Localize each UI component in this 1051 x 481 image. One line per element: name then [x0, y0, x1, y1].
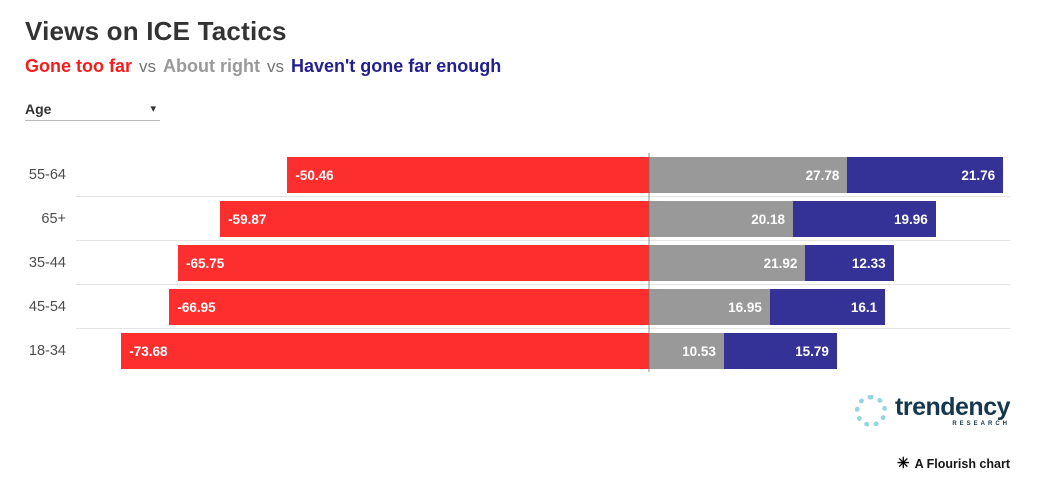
bar-segment-haven-t-gone-far-enough[interactable]: 19.96 — [792, 201, 936, 237]
age-filter-dropdown[interactable]: Age ▾ — [25, 98, 160, 121]
bar-segment-haven-t-gone-far-enough[interactable]: 12.33 — [805, 245, 894, 281]
chart-row: 65+ -59.87 20.18 19.96 — [25, 197, 1010, 241]
value-label: -59.87 — [228, 211, 267, 227]
bar-segment-haven-t-gone-far-enough[interactable]: 21.76 — [847, 157, 1004, 193]
value-label: 16.1 — [850, 299, 878, 315]
legend-separator: vs — [266, 57, 284, 76]
row-plot-area: -66.95 16.95 16.1 — [76, 285, 1010, 329]
legend-subtitle: Gone too far vs About right vs Haven't gone … — [25, 56, 501, 77]
bar-segment-about-right[interactable]: 21.92 — [648, 245, 806, 281]
flourish-star-icon: ✳ — [897, 455, 910, 472]
bar-segment-about-right[interactable]: 10.53 — [648, 333, 724, 369]
value-label: 10.53 — [682, 343, 716, 359]
bar-segment-gone-too-far[interactable]: -65.75 — [177, 245, 649, 281]
chart-row: 55-64 -50.46 27.78 21.76 — [25, 153, 1010, 197]
value-label: 27.78 — [805, 167, 840, 183]
row-plot-area: -59.87 20.18 19.96 — [76, 197, 1010, 241]
age-filter-label: Age — [25, 101, 52, 117]
legend-about-right: About right — [163, 56, 260, 76]
value-label: -50.46 — [295, 167, 334, 183]
value-label: 19.96 — [894, 211, 928, 227]
bar-segment-about-right[interactable]: 27.78 — [648, 157, 848, 193]
flourish-attribution-link[interactable]: ✳ A Flourish chart — [897, 456, 1010, 471]
brand-subtext: RESEARCH — [952, 421, 1010, 427]
bar-segment-about-right[interactable]: 16.95 — [648, 289, 770, 325]
bar-segment-about-right[interactable]: 20.18 — [648, 201, 793, 237]
bar-segment-gone-too-far[interactable]: -59.87 — [220, 201, 649, 237]
chart-row: 35-44 -65.75 21.92 12.33 — [25, 241, 1010, 285]
brand-name: trendency — [895, 393, 1010, 421]
page-title: Views on ICE Tactics — [25, 16, 287, 46]
row-plot-area: -73.68 10.53 15.79 — [76, 329, 1010, 373]
row-plot-area: -50.46 27.78 21.76 — [76, 153, 1010, 197]
bar-segment-gone-too-far[interactable]: -73.68 — [121, 333, 649, 369]
value-label: 21.92 — [763, 255, 798, 271]
chevron-down-icon: ▾ — [150, 102, 156, 115]
category-label: 35-44 — [28, 255, 66, 271]
flourish-attribution-text: A Flourish chart — [914, 456, 1010, 471]
bar-segment-haven-t-gone-far-enough[interactable]: 15.79 — [723, 333, 837, 369]
category-label: 45-54 — [28, 299, 66, 315]
value-label: -65.75 — [185, 255, 225, 271]
value-label: 16.95 — [728, 299, 762, 315]
bar-segment-gone-too-far[interactable]: -66.95 — [169, 289, 649, 325]
category-label: 55-64 — [28, 167, 66, 183]
value-label: 15.79 — [795, 343, 829, 359]
category-label: 18-34 — [28, 343, 66, 359]
value-label: 12.33 — [851, 255, 886, 271]
diverging-bar-chart: 55-64 -50.46 27.78 21.76 65+ -59.87 20.18 19.96… — [25, 153, 1010, 373]
trendency-logo: trendency RESEARCH — [855, 394, 1010, 427]
category-label: 65+ — [41, 211, 66, 227]
value-label: 20.18 — [751, 211, 785, 227]
value-label: -66.95 — [177, 299, 216, 315]
row-plot-area: -65.75 21.92 12.33 — [76, 241, 1010, 285]
chart-row: 45-54 -66.95 16.95 16.1 — [25, 285, 1010, 329]
chart-row: 18-34 -73.68 10.53 15.79 — [25, 329, 1010, 373]
value-label: 21.76 — [961, 167, 996, 183]
legend-havent-gone-far-enough: Haven't gone far enough — [290, 56, 502, 76]
value-label: -73.68 — [129, 343, 168, 359]
legend-gone-too-far: Gone too far — [25, 56, 132, 76]
bar-segment-haven-t-gone-far-enough[interactable]: 16.1 — [769, 289, 886, 325]
legend-separator: vs — [139, 57, 156, 76]
bar-segment-gone-too-far[interactable]: -50.46 — [287, 157, 649, 193]
trendency-ring-icon — [855, 394, 888, 427]
